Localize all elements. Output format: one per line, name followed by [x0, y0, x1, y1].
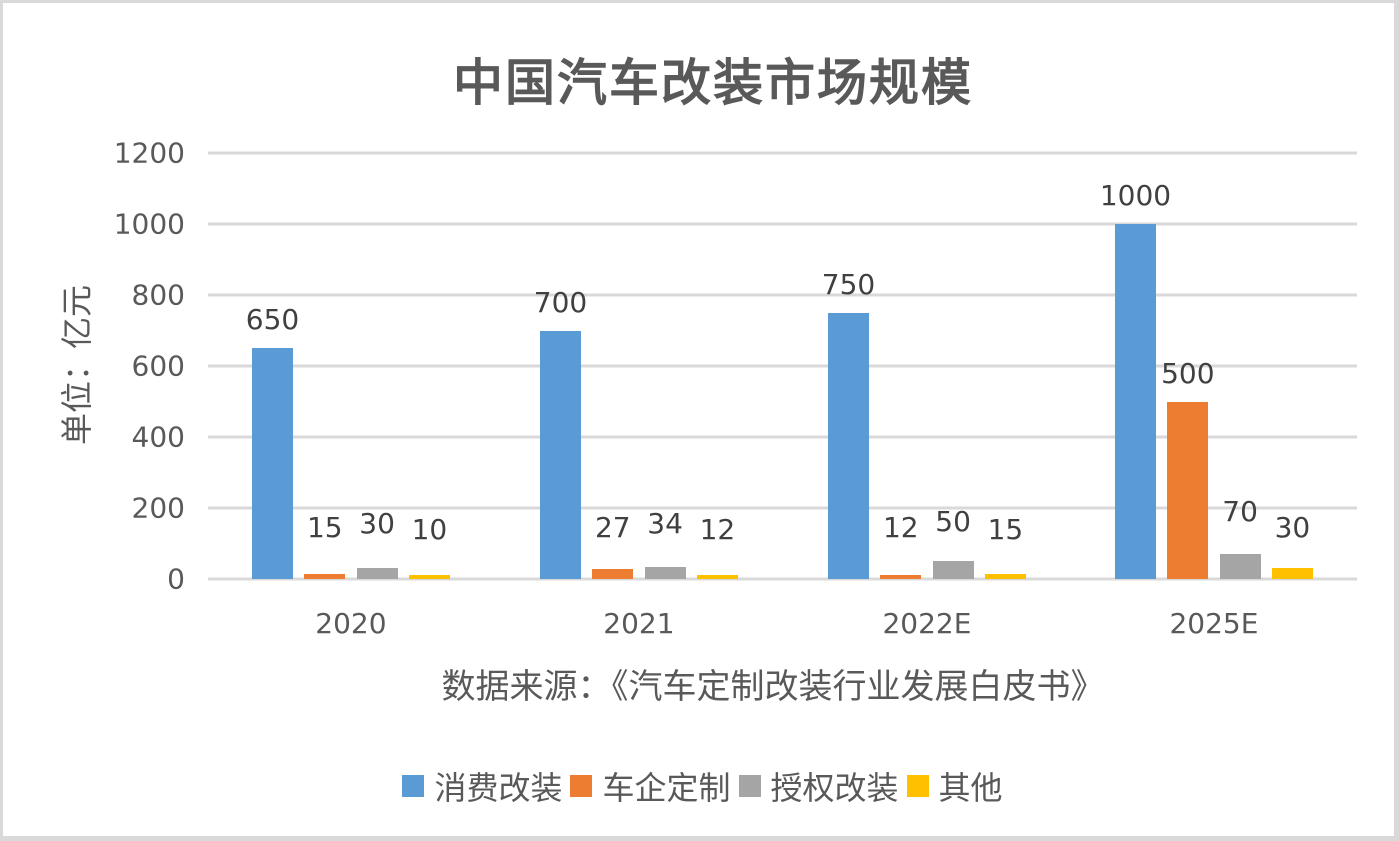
- gridline: [208, 577, 1357, 581]
- bar[interactable]: [408, 575, 450, 579]
- bar-data-label: 27: [594, 511, 631, 544]
- legend-label: 授权改装: [770, 769, 899, 807]
- bar-data-label: 700: [533, 285, 588, 319]
- chart-title: 中国汽车改装市场规模: [453, 54, 973, 112]
- x-tick-label: 2025E: [1169, 607, 1259, 640]
- gridline: [208, 293, 1357, 297]
- legend-item-oem-customization[interactable]: 车企定制: [570, 763, 731, 809]
- legend-label: 其他: [938, 769, 1003, 807]
- bar-data-label: 12: [882, 511, 919, 544]
- x-tick-label: 2020: [315, 607, 387, 640]
- bar-data-label: 30: [1274, 511, 1311, 544]
- bar-data-label: 12: [699, 513, 736, 546]
- bar[interactable]: [828, 312, 869, 579]
- y-tick-label: 200: [131, 491, 185, 525]
- bar-data-label: 10: [411, 513, 448, 546]
- bar[interactable]: [356, 568, 398, 579]
- bar-data-label: 30: [359, 507, 395, 540]
- gridline: [208, 151, 1357, 155]
- gridline: [208, 435, 1357, 439]
- bar[interactable]: [932, 561, 974, 579]
- x-tick-label: 2021: [603, 607, 675, 640]
- legend-item-consumer-modification[interactable]: 消费改装: [402, 763, 562, 809]
- bar[interactable]: [1167, 401, 1209, 579]
- y-tick-label: 1200: [113, 136, 185, 170]
- gridline: [208, 222, 1357, 226]
- x-tick-label: 2022E: [882, 607, 972, 640]
- bar-data-label: 70: [1222, 495, 1258, 528]
- y-tick-label: 800: [131, 278, 185, 312]
- bar-data-label: 15: [306, 511, 343, 544]
- y-tick-label: 0: [167, 562, 185, 596]
- legend-swatch-icon: [402, 775, 425, 797]
- legend-swatch-icon: [570, 775, 593, 797]
- legend-label: 车企定制: [602, 769, 731, 807]
- bar[interactable]: [1115, 224, 1156, 579]
- y-tick-label: 600: [131, 349, 185, 383]
- gridline: [208, 364, 1357, 368]
- bar[interactable]: [304, 573, 346, 579]
- legend-label: 消费改装: [434, 769, 563, 807]
- bar[interactable]: [696, 574, 738, 579]
- bar[interactable]: [1219, 554, 1261, 579]
- y-tick-label: 400: [131, 420, 185, 454]
- bar[interactable]: [252, 348, 293, 579]
- bar-data-label: 15: [987, 513, 1024, 546]
- legend-swatch-icon: [906, 775, 929, 797]
- legend-swatch-icon: [738, 775, 761, 797]
- bar-data-label: 500: [1161, 356, 1215, 390]
- y-axis-label: 单位：亿元: [58, 284, 96, 446]
- bar[interactable]: [540, 330, 581, 579]
- bar[interactable]: [644, 566, 686, 579]
- bar[interactable]: [1271, 568, 1313, 579]
- legend: 消费改装 车企定制 授权改装 其他: [3, 763, 1399, 809]
- bar[interactable]: [592, 569, 634, 579]
- bar[interactable]: [880, 574, 922, 579]
- bar-data-label: 50: [935, 505, 971, 538]
- bar-data-label: 34: [647, 507, 683, 540]
- bar-data-label: 1000: [1099, 179, 1172, 212]
- data-source-caption: 数据来源：《汽车定制改装行业发展白皮书》: [441, 667, 1105, 707]
- gridline: [208, 506, 1357, 510]
- legend-item-authorized-modification[interactable]: 授权改装: [738, 763, 899, 809]
- legend-item-other[interactable]: 其他: [906, 763, 1003, 809]
- bar-data-label: 650: [245, 303, 300, 337]
- y-tick-label: 1000: [113, 207, 185, 241]
- bar[interactable]: [984, 573, 1026, 579]
- bar-data-label: 750: [821, 267, 876, 301]
